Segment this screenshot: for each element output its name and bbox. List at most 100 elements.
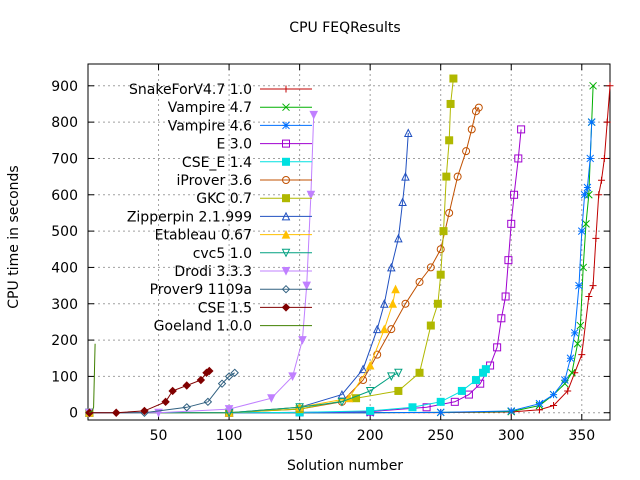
data-point (467, 125, 476, 134)
series-line (89, 85, 611, 414)
legend-label: iProver 3.6 (177, 173, 253, 189)
data-point (462, 147, 471, 156)
data-point (514, 154, 523, 163)
data-point (391, 284, 400, 294)
data-point (481, 365, 490, 374)
data-point (161, 397, 170, 407)
series-12 (85, 366, 214, 417)
x-tick-label: 350 (568, 428, 595, 444)
data-point (373, 350, 382, 359)
data-point (573, 339, 582, 348)
data-point (337, 397, 347, 407)
legend-label: cvc5 1.0 (193, 246, 252, 262)
data-point (168, 386, 177, 396)
legend-label: SnakeForV4.7 1.0 (129, 82, 252, 98)
legend-swatch-marker (282, 157, 290, 166)
data-point (182, 403, 191, 412)
legend-item: Drodi 3.3.3 (174, 264, 312, 280)
legend-label: Prover9 1109a (150, 282, 252, 298)
data-point (388, 299, 398, 308)
data-point (589, 81, 597, 90)
data-point (568, 368, 576, 377)
data-point (595, 191, 603, 199)
legend-label: Goeland 1.0.0 (154, 319, 252, 335)
legend-item: CSE_E 1.4 (182, 155, 312, 171)
data-point (580, 190, 589, 199)
data-point (561, 379, 569, 388)
data-point (583, 183, 592, 192)
data-point (439, 227, 448, 236)
data-point (501, 292, 510, 301)
data-point (224, 405, 234, 414)
plot-frame (87, 63, 611, 421)
series-0 (85, 82, 614, 417)
data-point (398, 197, 407, 207)
y-tick-label: 400 (51, 260, 78, 276)
series-2 (85, 118, 596, 417)
legend-item: SnakeForV4.7 1.0 (129, 82, 312, 98)
data-point (230, 368, 239, 377)
data-point (578, 351, 586, 359)
legend-label: E 3.0 (216, 137, 252, 153)
legend-swatch-marker (282, 103, 290, 112)
y-tick-label: 600 (51, 188, 78, 204)
data-point (445, 208, 454, 217)
data-point (564, 387, 572, 395)
legend-label: Etableau 0.67 (155, 228, 252, 244)
data-point (603, 118, 611, 126)
data-point (182, 381, 191, 390)
data-point (112, 408, 121, 417)
data-point (436, 245, 445, 254)
data-point (365, 386, 375, 396)
data-point (579, 263, 588, 272)
data-point (587, 118, 596, 126)
data-point (426, 263, 435, 272)
data-point (309, 110, 319, 120)
data-point (358, 364, 368, 374)
x-ticks: 50 100 150 200 250 300 350 (150, 64, 595, 444)
data-point (298, 336, 307, 345)
x-tick-label: 100 (216, 428, 243, 444)
y-tick-label: 700 (51, 151, 78, 167)
data-point (366, 406, 375, 415)
y-tick-label: 200 (51, 333, 78, 349)
data-point (288, 372, 297, 382)
legend-item: Vampire 4.6 (168, 118, 312, 134)
plot-border (87, 63, 611, 421)
data-point (394, 386, 403, 395)
data-point (453, 172, 462, 181)
data-point (474, 103, 483, 112)
series-line (89, 368, 487, 414)
data-point (196, 375, 206, 385)
data-point (507, 407, 516, 415)
legend-label: CSE_E 1.4 (182, 155, 252, 171)
x-tick-label: 250 (427, 428, 454, 444)
x-axis-label: Solution number (287, 458, 403, 474)
data-point (415, 368, 424, 377)
data-point (422, 403, 431, 412)
legend-swatch-marker (281, 248, 291, 258)
legend-item: CSE 1.5 (198, 300, 312, 316)
y-axis-label: CPU time in seconds (6, 165, 22, 308)
legend-label: Vampire 4.7 (168, 100, 252, 116)
data-point (203, 397, 213, 407)
x-tick-label: 150 (286, 428, 313, 444)
legend-swatch-marker (282, 194, 290, 203)
y-tick-label: 100 (51, 369, 78, 385)
legend-item: Goeland 1.0.0 (154, 319, 312, 335)
data-point (535, 399, 544, 408)
data-point (217, 379, 227, 388)
data-point (449, 74, 458, 83)
data-point (566, 354, 575, 363)
series-line (89, 107, 480, 414)
data-point (365, 360, 375, 370)
legend-swatch-marker (281, 229, 291, 239)
data-point (446, 99, 455, 108)
y-tick-label: 0 (69, 406, 78, 422)
data-point (504, 256, 513, 265)
data-point (394, 368, 403, 378)
data-point (436, 397, 445, 406)
data-point (433, 299, 442, 308)
data-point (205, 366, 214, 376)
data-point (592, 234, 600, 242)
